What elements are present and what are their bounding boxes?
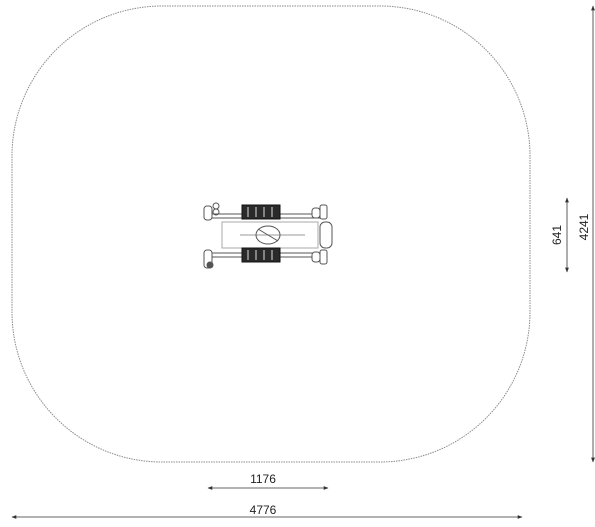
equipment-width-label: 1176: [250, 472, 276, 486]
safety-zone-outline: [11, 5, 531, 463]
upper-seat-pad: [241, 204, 281, 220]
equipment-depth-label: 641: [550, 225, 564, 245]
lower-seat-pad: [241, 247, 281, 263]
area-width-label: 4776: [250, 503, 277, 517]
area-depth-label: 4241: [577, 213, 591, 240]
fitness-equipment-top-view: [203, 202, 333, 269]
